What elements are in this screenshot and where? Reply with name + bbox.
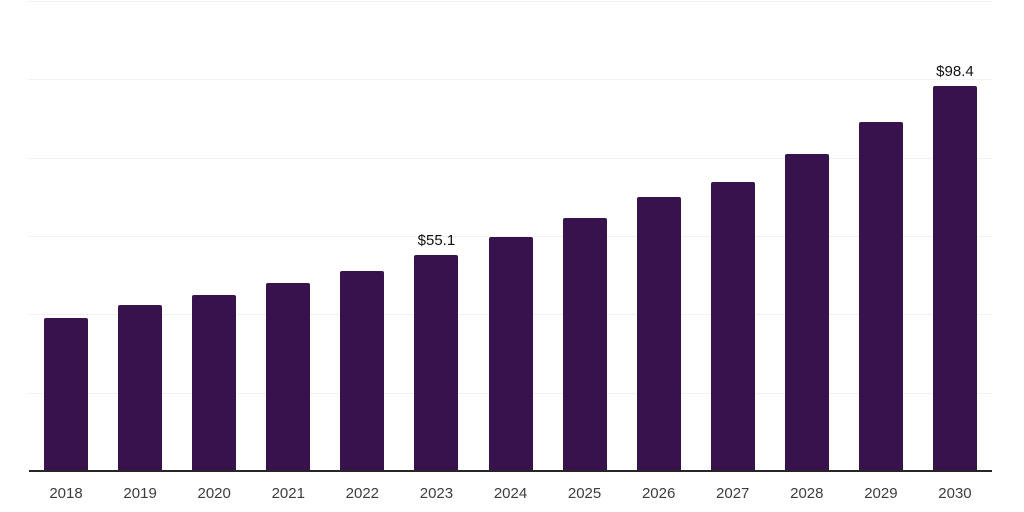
value-label-2030: $98.4	[936, 62, 974, 80]
x-tick-2027: 2027	[716, 485, 750, 502]
value-label-2023: $55.1	[417, 232, 456, 250]
bar-2029	[858, 122, 903, 471]
gridline-120	[29, 1, 992, 2]
bar-2022	[340, 270, 385, 471]
bar-2028	[784, 153, 829, 471]
x-tick-2028: 2028	[790, 485, 824, 502]
x-tick-2022: 2022	[345, 485, 380, 502]
x-tick-2030: 2030	[938, 485, 972, 502]
bar-2020	[192, 294, 237, 471]
bar-2021	[266, 283, 311, 471]
bar-2026	[636, 197, 681, 471]
bar-2027	[710, 181, 755, 471]
x-tick-2018: 2018	[49, 485, 83, 502]
x-tick-2021: 2021	[271, 485, 305, 502]
gridline-100	[29, 79, 992, 81]
bar-2023	[414, 255, 459, 471]
x-tick-2024: 2024	[493, 485, 528, 502]
x-tick-2029: 2029	[864, 485, 898, 502]
bar-2030	[932, 85, 977, 471]
bar-2019	[118, 304, 163, 471]
x-axis-line	[29, 470, 992, 472]
x-tick-2023: 2023	[419, 485, 454, 502]
bar-2018	[44, 318, 89, 471]
x-tick-2019: 2019	[123, 485, 157, 502]
bar-2024	[488, 237, 533, 471]
bar-2025	[562, 217, 607, 471]
x-tick-2025: 2025	[567, 485, 602, 502]
gridline-80	[29, 157, 992, 159]
x-tick-2020: 2020	[197, 485, 231, 502]
gridline-60	[29, 236, 992, 237]
x-tick-2026: 2026	[641, 485, 676, 502]
